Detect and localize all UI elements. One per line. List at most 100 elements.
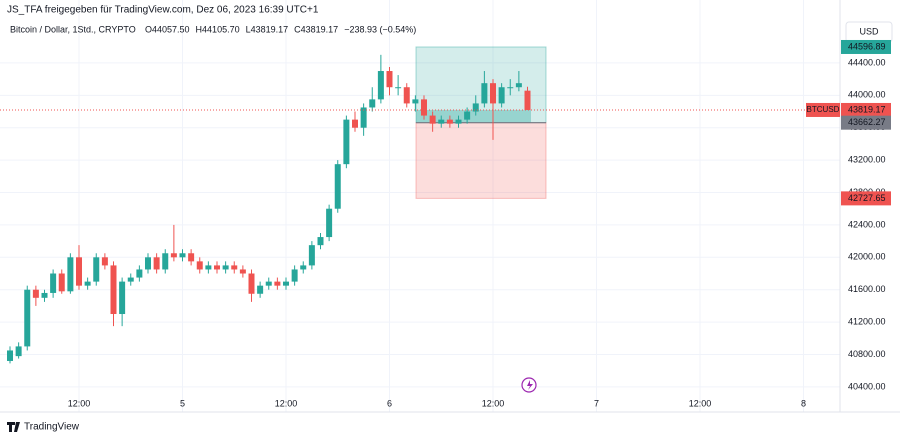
position-tool: [415, 46, 547, 199]
y-tick-label: 41600.00: [848, 284, 886, 294]
author-line: JS_TFA freigegeben für TradingView.com, …: [7, 5, 319, 16]
legend-item: H44105.70: [196, 24, 240, 34]
candle-body: [507, 87, 514, 89]
candle-body: [446, 119, 453, 124]
x-tick-label: 8: [801, 398, 806, 408]
candle-body: [58, 273, 65, 292]
candle-body: [222, 265, 229, 270]
stop-label: 42727.65: [848, 193, 886, 203]
entry-label: 43662.27: [848, 117, 886, 127]
candle-body: [412, 99, 419, 104]
candle-body: [67, 257, 74, 292]
candle-body: [110, 265, 117, 315]
event-bolt: [527, 380, 533, 390]
candle-body: [438, 119, 445, 124]
candle-body: [515, 83, 522, 88]
candle-body: [239, 269, 246, 274]
y-tick-label: 40400.00: [848, 381, 886, 391]
candle-body: [196, 261, 203, 270]
candle-body: [257, 285, 264, 294]
y-tick-label: 44000.00: [848, 90, 886, 100]
open-pnl-zone: [416, 109, 531, 123]
candle-body: [283, 281, 289, 286]
candle-body: [481, 83, 488, 104]
candle-body: [524, 90, 531, 110]
candle-body: [352, 119, 358, 128]
candle-body: [300, 265, 307, 270]
candle-body: [308, 245, 315, 266]
candle-body: [153, 257, 160, 270]
candle-body: [179, 253, 186, 258]
candle-body: [274, 281, 281, 286]
candle-body: [127, 277, 134, 282]
legend-item: O44057.50: [145, 24, 190, 34]
candle-body: [170, 253, 177, 258]
candle-body: [119, 281, 126, 315]
candle-body: [455, 119, 462, 124]
y-tick-label: 40800.00: [848, 349, 886, 359]
last-price-label: 43819.17: [848, 104, 886, 114]
candle-body: [188, 253, 195, 262]
candle-body: [377, 71, 384, 100]
symbol: Bitcoin / Dollar, 1Std., CRYPTO: [10, 24, 136, 34]
y-tick-label: 41200.00: [848, 316, 886, 326]
candle-body: [265, 281, 272, 286]
candle-body: [101, 257, 108, 266]
candle-body: [248, 273, 255, 294]
candle-body: [136, 269, 143, 278]
stop-zone: [415, 122, 547, 199]
candle-body: [403, 87, 410, 104]
candle-body: [334, 164, 341, 209]
legend-item: −238.93 (−0.54%): [344, 24, 416, 34]
stop-tag: [841, 191, 891, 206]
x-tick-label: 7: [594, 398, 599, 408]
brand-logo: [7, 422, 20, 432]
currency[interactable]: USD: [859, 26, 879, 36]
candle-body: [429, 115, 436, 124]
entry-tag: [841, 115, 891, 130]
candle-body: [214, 265, 220, 270]
candle-body: [472, 103, 479, 112]
candle-body: [76, 257, 82, 286]
brand: TradingView: [24, 422, 80, 433]
y-tick-label: 42400.00: [848, 219, 886, 229]
legend-item: L43819.17: [246, 24, 289, 34]
candle-body: [498, 87, 505, 104]
candle-body: [386, 71, 393, 88]
candle-body: [41, 292, 48, 298]
symbol-label: BTCUSD: [807, 105, 840, 114]
x-tick-label: 12:00: [689, 398, 712, 408]
candle-body: [326, 208, 333, 238]
symbol-tag: [806, 102, 840, 117]
y-tick-label: 43200.00: [848, 154, 886, 164]
candle-body: [291, 269, 298, 282]
candle-body: [24, 289, 31, 347]
x-tick-label: 5: [180, 398, 185, 408]
candle-body: [490, 83, 496, 104]
candle-body: [231, 265, 238, 270]
legend-item: C43819.17: [294, 24, 338, 34]
y-tick-label: 44400.00: [848, 57, 886, 67]
candle-body: [421, 99, 427, 116]
target-label: 44596.89: [848, 41, 886, 51]
candle-body: [93, 257, 100, 282]
ohlc-legend: O44057.50 H44105.70 L43819.17 C43819.17 −238…: [145, 24, 416, 34]
x-tick-label: 12:00: [482, 398, 505, 408]
candle-body: [395, 87, 402, 89]
candle-body: [464, 111, 471, 120]
candle-body: [32, 289, 39, 298]
candle-body: [205, 265, 212, 270]
candle-body: [50, 273, 57, 293]
x-tick-label: 6: [387, 398, 392, 408]
y-tick-label: 42000.00: [848, 252, 886, 262]
candle-body: [317, 237, 324, 246]
candle-body: [7, 350, 13, 361]
x-tick-label: 12:00: [275, 398, 298, 408]
candle-body: [145, 257, 151, 270]
candle-body: [84, 281, 91, 286]
candle-body: [343, 119, 350, 165]
candle-body: [162, 253, 169, 270]
candle-body: [369, 99, 376, 108]
